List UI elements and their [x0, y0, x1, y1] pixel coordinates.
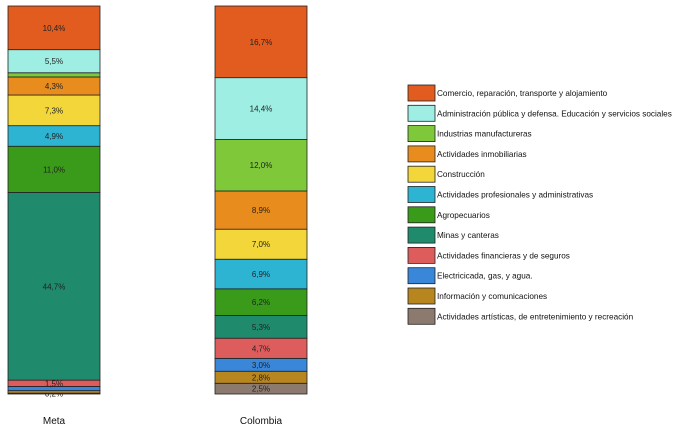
legend-swatch-actividades-profesionales-y-administrativas [407, 186, 436, 203]
legend-label-industrias-manufactureras: Industrias manufactureras [437, 130, 532, 139]
data-label-meta-minas-y-canteras: 44,7% [43, 282, 66, 291]
legend-label-informacion-y-comunicaciones: Información y comunicaciones [437, 292, 547, 301]
bars-group: 0,2% 1,5% 44,7% 11,0% 4,9% 7,3% 4,3% 5,5% 10,4% 2… [7, 5, 308, 399]
data-label-meta-actividades-profesionales-y-administrativas: 4,9% [45, 132, 63, 141]
data-label-meta-actividades-artisticas-de-entretenimiento-y-recreacion: 0,2% [45, 390, 63, 399]
category-labels: Meta Colombia [43, 416, 283, 426]
legend-label-construccion: Construcción [437, 170, 485, 179]
legend-label-actividades-financieras-y-de-seguros: Actividades financieras y de seguros [437, 251, 570, 260]
data-label-meta-administracion-publica-y-defensa-educacion-y-servicios-sociales: 5,5% [45, 57, 63, 66]
data-label-colombia-industrias-manufactureras: 12,0% [250, 161, 273, 170]
data-label-colombia-informacion-y-comunicaciones: 2,8% [252, 373, 270, 382]
legend-swatch-actividades-financieras-y-de-seguros [407, 246, 436, 264]
data-label-meta-actividades-financieras-y-de-seguros: 1,5% [45, 379, 63, 388]
legend-label-actividades-artisticas-de-entretenimiento-y-recreacion: Actividades artísticas, de entretenimien… [437, 312, 634, 321]
legend-label-agropecuarios: Agropecuarios [437, 211, 490, 220]
bar-colombia-construccion [214, 228, 308, 260]
bar-colombia-comercio-reparacion-transporte-y-alojamiento [214, 5, 308, 79]
data-label-colombia-comercio-reparacion-transporte-y-alojamiento: 16,7% [250, 38, 273, 47]
legend-swatch-administracion-publica-y-defensa-educacion-y-servicios-sociales [407, 104, 436, 122]
data-label-colombia-actividades-financieras-y-de-seguros: 4,7% [252, 344, 270, 353]
legend-swatch-construccion [407, 165, 436, 183]
legend-swatch-informacion-y-comunicaciones [407, 287, 436, 305]
data-label-colombia-actividades-profesionales-y-administrativas: 6,9% [252, 270, 270, 279]
legend-swatch-comercio-reparacion-transporte-y-alojamiento [407, 84, 436, 102]
bar-meta-construccion [7, 94, 101, 127]
legend-label-comercio-reparacion-transporte-y-alojamiento: Comercio, reparación, transporte y aloja… [437, 89, 608, 98]
data-label-colombia-minas-y-canteras: 5,3% [252, 323, 270, 332]
legend-label-electricicada-gas-y-agua: Electricicada, gas, y agua. [437, 272, 533, 281]
legend-label-actividades-profesionales-y-administrativas: Actividades profesionales y administrati… [437, 191, 593, 200]
data-label-colombia-actividades-artisticas-de-entretenimiento-y-recreacion: 2,5% [252, 385, 270, 394]
data-label-meta-construccion: 7,3% [45, 106, 63, 115]
data-label-colombia-actividades-inmobiliarias: 8,9% [252, 206, 270, 215]
data-label-colombia-construccion: 7,0% [252, 240, 270, 249]
data-label-meta-actividades-inmobiliarias: 4,3% [45, 82, 63, 91]
legend-swatch-agropecuarios [407, 206, 436, 224]
legend-swatch-minas-y-canteras [407, 226, 436, 244]
legend-label-minas-y-canteras: Minas y canteras [437, 231, 499, 240]
legend-label-actividades-inmobiliarias: Actividades inmobiliarias [437, 150, 527, 159]
bar-colombia-actividades-profesionales-y-administrativas [214, 258, 308, 290]
category-label-colombia: Colombia [240, 416, 283, 426]
data-label-meta-comercio-reparacion-transporte-y-alojamiento: 10,4% [43, 24, 66, 33]
bar-meta-comercio-reparacion-transporte-y-alojamiento [7, 5, 101, 51]
bar-colombia-actividades-inmobiliarias [214, 190, 308, 230]
legend-swatch-actividades-artisticas-de-entretenimiento-y-recreacion [407, 307, 436, 325]
legend-swatch-actividades-inmobiliarias [407, 145, 436, 163]
legend-label-administracion-publica-y-defensa-educacion-y-servicios-sociales: Administración pública y defensa. Educac… [437, 109, 672, 118]
legend: Comercio, reparación, transporte y aloja… [407, 84, 672, 325]
bar-colombia-administracion-publica-y-defensa-educacion-y-servicios-sociales [214, 77, 308, 140]
bar-meta-agropecuarios [7, 145, 101, 193]
data-label-colombia-electricicada-gas-y-agua: 3,0% [252, 361, 270, 370]
data-label-meta-agropecuarios: 11,0% [43, 165, 65, 174]
data-label-colombia-agropecuarios: 6,2% [252, 298, 270, 307]
legend-swatch-industrias-manufactureras [407, 125, 436, 142]
bar-colombia-agropecuarios [214, 288, 308, 316]
data-label-colombia-administracion-publica-y-defensa-educacion-y-servicios-sociales: 14,4% [250, 105, 273, 114]
legend-swatch-electricicada-gas-y-agua [407, 267, 436, 285]
bar-meta-minas-y-canteras [7, 192, 101, 381]
bar-meta-industrias-manufactureras [7, 72, 101, 78]
category-label-meta: Meta [43, 416, 66, 426]
